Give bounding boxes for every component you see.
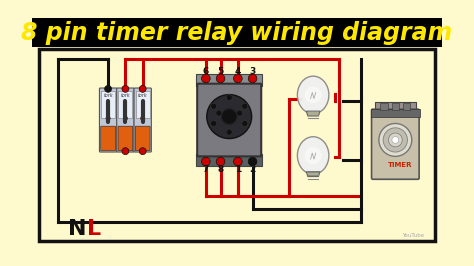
FancyBboxPatch shape <box>371 109 419 117</box>
Circle shape <box>122 85 129 92</box>
Circle shape <box>242 103 248 109</box>
Ellipse shape <box>297 137 329 174</box>
Circle shape <box>234 157 242 166</box>
Ellipse shape <box>297 76 329 114</box>
Circle shape <box>122 148 129 155</box>
Text: 8: 8 <box>218 165 224 174</box>
Circle shape <box>216 74 225 83</box>
Circle shape <box>379 123 412 156</box>
Circle shape <box>216 157 225 166</box>
FancyBboxPatch shape <box>196 154 262 166</box>
FancyBboxPatch shape <box>100 88 117 152</box>
Text: tork: tork <box>120 93 130 98</box>
Circle shape <box>392 136 399 143</box>
Circle shape <box>210 120 217 127</box>
Text: 2: 2 <box>249 165 255 174</box>
Circle shape <box>305 86 322 103</box>
Circle shape <box>388 133 402 147</box>
Polygon shape <box>306 111 320 116</box>
Text: 7: 7 <box>203 165 209 174</box>
FancyBboxPatch shape <box>32 18 442 47</box>
FancyBboxPatch shape <box>118 91 132 118</box>
FancyBboxPatch shape <box>134 88 151 152</box>
FancyBboxPatch shape <box>101 126 116 151</box>
Circle shape <box>139 148 146 155</box>
Circle shape <box>201 157 210 166</box>
Text: tork: tork <box>138 93 147 98</box>
FancyBboxPatch shape <box>372 109 419 179</box>
FancyBboxPatch shape <box>117 88 134 152</box>
Circle shape <box>221 109 237 124</box>
FancyBboxPatch shape <box>136 126 150 151</box>
Circle shape <box>383 128 408 152</box>
Circle shape <box>242 120 248 127</box>
Circle shape <box>234 74 242 83</box>
FancyBboxPatch shape <box>118 126 133 151</box>
Circle shape <box>237 110 243 116</box>
Text: 5: 5 <box>218 67 224 76</box>
Text: 1: 1 <box>235 165 241 174</box>
FancyBboxPatch shape <box>392 103 399 110</box>
Text: 6: 6 <box>203 67 209 76</box>
Text: YouTube: YouTube <box>401 232 424 238</box>
Circle shape <box>216 110 222 116</box>
Text: 3: 3 <box>249 67 255 76</box>
Circle shape <box>123 116 128 120</box>
Circle shape <box>226 129 232 135</box>
FancyBboxPatch shape <box>403 103 410 110</box>
Text: 8 pin timer relay wiring diagram: 8 pin timer relay wiring diagram <box>21 21 453 45</box>
Text: TIMER: TIMER <box>387 162 412 168</box>
Circle shape <box>106 116 110 120</box>
FancyBboxPatch shape <box>136 91 150 118</box>
Circle shape <box>226 94 232 101</box>
Text: N: N <box>68 219 86 239</box>
FancyBboxPatch shape <box>196 74 262 86</box>
Circle shape <box>210 103 217 109</box>
FancyBboxPatch shape <box>197 84 261 156</box>
Circle shape <box>139 85 146 92</box>
FancyBboxPatch shape <box>101 91 115 118</box>
Text: L: L <box>87 219 101 239</box>
FancyBboxPatch shape <box>380 103 388 110</box>
Text: 4: 4 <box>235 67 241 76</box>
Ellipse shape <box>207 95 252 139</box>
Circle shape <box>140 116 145 120</box>
Circle shape <box>305 147 322 164</box>
Text: tork: tork <box>103 93 113 98</box>
Polygon shape <box>306 172 320 177</box>
Circle shape <box>201 74 210 83</box>
Circle shape <box>248 157 257 166</box>
Circle shape <box>105 85 111 92</box>
FancyBboxPatch shape <box>374 102 416 110</box>
Circle shape <box>248 74 257 83</box>
